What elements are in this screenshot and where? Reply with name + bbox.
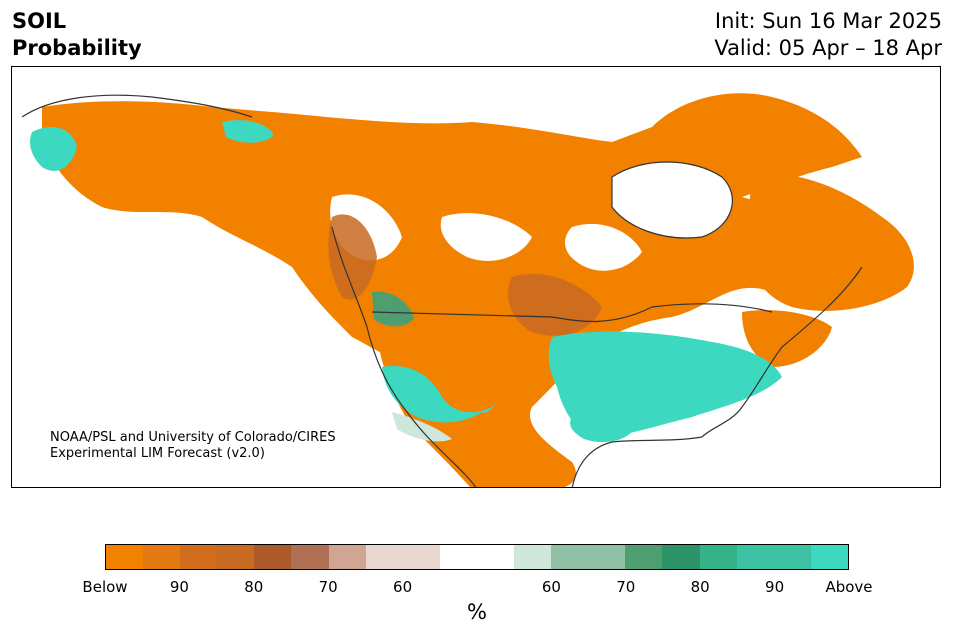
colorbar-tick-label: 70	[318, 578, 338, 596]
above-field-southwest	[382, 366, 496, 423]
colorbar-segment	[476, 545, 515, 569]
colorbar-segment	[254, 545, 292, 569]
alaska-coast	[21, 94, 253, 118]
title-quantity: Probability	[12, 36, 142, 60]
above-field-yukon	[222, 120, 274, 143]
above-field-gulf	[570, 412, 632, 443]
above-field-southeast	[548, 331, 782, 439]
credit-line-2: Experimental LIM Forecast (v2.0)	[50, 446, 265, 461]
pacific-coast	[331, 226, 477, 487]
above-field-alaska	[30, 127, 77, 171]
map-title: SOIL Probability	[12, 8, 142, 62]
colorbar-tick-label: 80	[244, 578, 264, 596]
neutral-gap-ontario	[565, 223, 642, 271]
colorbar-tick-label: 90	[765, 578, 785, 596]
colorbar-segment	[625, 545, 663, 569]
colorbar-tick-label: 60	[541, 578, 561, 596]
init-date: Init: Sun 16 Mar 2025	[714, 9, 942, 33]
hudson-bay	[611, 161, 733, 239]
colorbar-segment	[514, 545, 552, 569]
title-variable: SOIL	[12, 9, 67, 33]
above-mid-northwest	[372, 291, 414, 327]
credit-line-1: NOAA/PSL and University of Colorado/CIRE…	[50, 430, 336, 445]
atlantic-coast	[701, 266, 863, 438]
probability-map	[21, 93, 914, 487]
colorbar-segment	[328, 545, 366, 569]
colorbar-tick-label: 70	[616, 578, 636, 596]
map-panel: NOAA/PSL and University of Colorado/CIRE…	[11, 66, 941, 488]
colorbar-tick-label: 90	[169, 578, 189, 596]
colorbar-segment	[736, 545, 811, 569]
colorbar-segment	[365, 545, 440, 569]
colorbar-segment	[810, 545, 848, 569]
valid-period: Valid: 05 Apr – 18 Apr	[714, 36, 942, 60]
colorbar-tick-label: Below	[82, 578, 128, 596]
colorbar-segment	[699, 545, 737, 569]
below-weak-rim-west	[328, 214, 377, 300]
colorbar-tick-label: 60	[393, 578, 413, 596]
above-faint-rim	[392, 412, 452, 442]
credit-text: NOAA/PSL and University of Colorado/CIRE…	[50, 430, 336, 462]
below-field-quebec	[746, 174, 914, 311]
gulf-coast	[571, 436, 703, 487]
colorbar-segment	[551, 545, 626, 569]
colorbar-segment	[143, 545, 181, 569]
colorbar-unit: %	[467, 600, 487, 624]
borders	[21, 94, 863, 487]
colorbar-segment	[291, 545, 329, 569]
colorbar-segment	[439, 545, 477, 569]
neutral-gap-hudson	[612, 162, 733, 238]
colorbar-ticks: Below 90 80 70 60 60 70 80 90 Above	[0, 578, 954, 598]
colorbar-segment	[106, 545, 144, 569]
colorbar-segment	[662, 545, 700, 569]
colorbar-tick-label: 80	[690, 578, 710, 596]
colorbar-segment	[217, 545, 255, 569]
us-canada-border	[371, 303, 773, 323]
colorbar	[105, 544, 849, 570]
forecast-dates: Init: Sun 16 Mar 2025 Valid: 05 Apr – 18…	[714, 8, 942, 62]
colorbar-segment	[180, 545, 218, 569]
colorbar-tick-label: Above	[825, 578, 873, 596]
neutral-gap-plains	[440, 213, 532, 261]
